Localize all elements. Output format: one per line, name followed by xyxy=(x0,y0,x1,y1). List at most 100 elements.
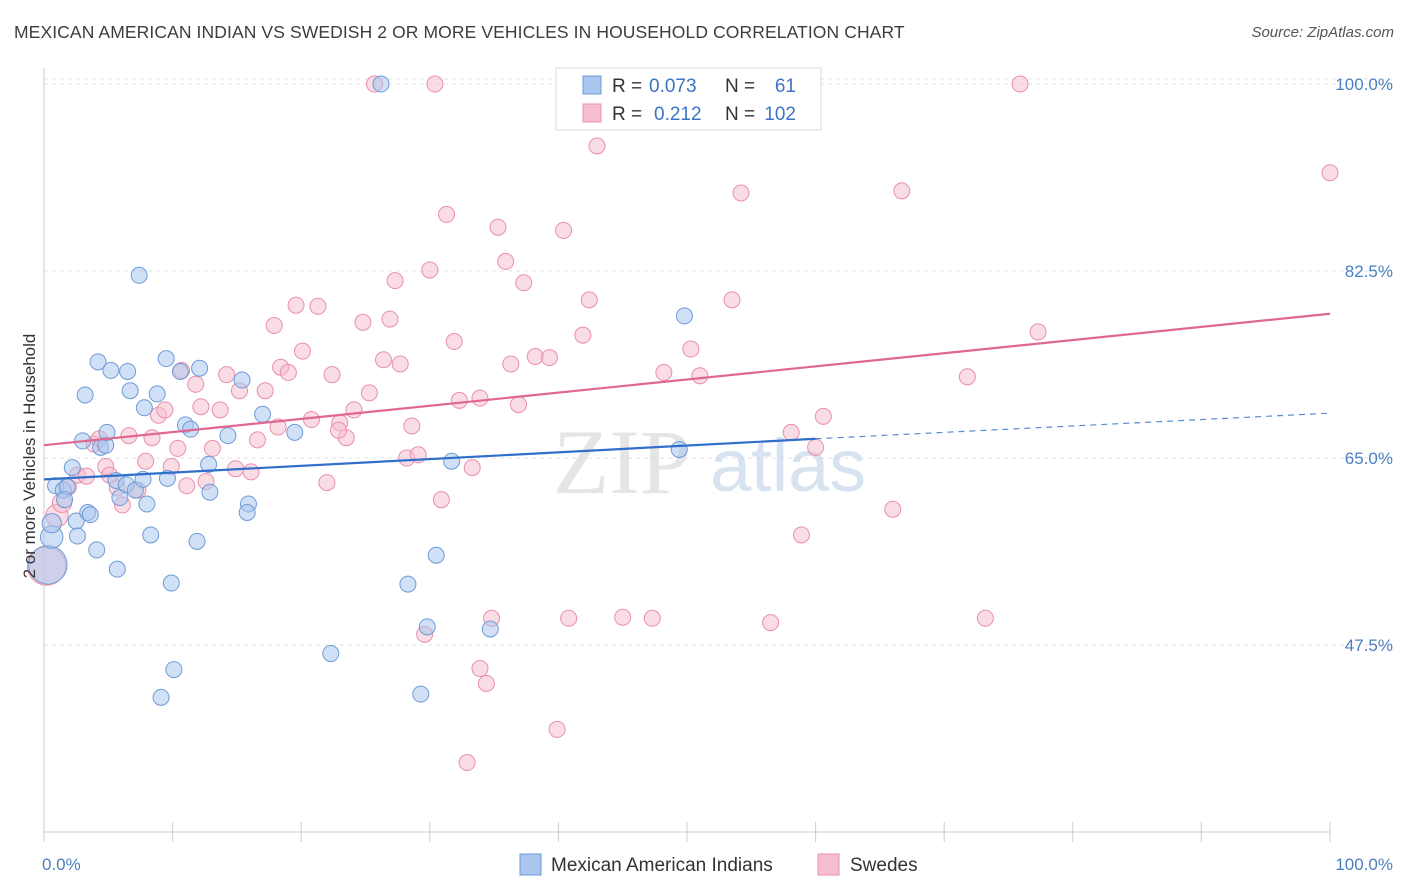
y-tick-label-3: 47.5% xyxy=(1345,636,1393,655)
watermark-zip: ZIP xyxy=(553,411,691,513)
mexican-american-indians-point-55 xyxy=(418,618,436,636)
legend-pink-r-value: 0.212 xyxy=(654,104,702,125)
mexican-american-indians-point-33 xyxy=(152,688,170,706)
swedes-point-78 xyxy=(580,291,598,309)
correlation-legend: R = 0.073 N = 61 R = 0.212 N = 102 xyxy=(555,67,822,131)
swedes-point-100 xyxy=(329,421,347,439)
swedes-point-89 xyxy=(792,526,810,544)
legend-pink-n-value: 102 xyxy=(764,104,796,125)
swedes-point-70 xyxy=(510,396,528,414)
mexican-american-indians-point-43 xyxy=(200,455,218,473)
swedes-point-23 xyxy=(192,398,210,416)
mexican-american-indians-point-18 xyxy=(98,423,116,441)
swedes-point-63 xyxy=(463,459,481,477)
mexican-american-indians-point-56 xyxy=(443,452,461,470)
mexican-american-indians-point-54 xyxy=(412,685,430,703)
trend-lines xyxy=(43,312,1331,481)
swedes-point-44 xyxy=(345,401,363,419)
mexican-american-indians-point-29 xyxy=(135,399,153,417)
mexican-american-indians-point-53 xyxy=(399,575,417,593)
swedes-point-65 xyxy=(477,674,495,692)
swedes-point-59 xyxy=(438,205,456,223)
y-axis-title: 2 or more Vehicles in Household xyxy=(20,334,39,579)
swedes-point-45 xyxy=(354,313,372,331)
mexican-american-indians-point-27 xyxy=(130,266,148,284)
mexican-american-indians-point-44 xyxy=(201,483,219,501)
swedes-point-92 xyxy=(893,182,911,200)
series-legend-blue-swatch xyxy=(519,853,542,876)
swedes-point-14 xyxy=(137,452,155,470)
mexican-american-indians-trend-extension xyxy=(815,412,1331,440)
swedes-point-41 xyxy=(323,366,341,384)
mexican-american-indians-point-30 xyxy=(138,495,156,513)
series-legend-pink-swatch xyxy=(817,853,840,876)
swedes-point-91 xyxy=(884,500,902,518)
swedes-point-75 xyxy=(555,221,573,239)
y-tick-label-0: 100.0% xyxy=(1335,75,1393,94)
mexican-american-indians-point-31 xyxy=(142,526,160,544)
swedes-point-37 xyxy=(293,342,311,360)
swedes-point-26 xyxy=(211,401,229,419)
swedes-point-60 xyxy=(445,333,463,351)
mexican-american-indians-point-57 xyxy=(481,620,499,638)
mexican-american-indians-point-49 xyxy=(254,405,272,423)
swedes-point-61 xyxy=(450,391,468,409)
swedes-point-88 xyxy=(782,423,800,441)
swedes-point-49 xyxy=(381,310,399,328)
legend-blue-r-label: R = xyxy=(612,76,642,97)
swedes-point-77 xyxy=(574,326,592,344)
swedes-point-32 xyxy=(256,382,274,400)
mexican-american-indians-point-32 xyxy=(148,385,166,403)
x-axis-ticks xyxy=(43,822,1331,842)
swedes-point-94 xyxy=(976,609,994,627)
swedes-point-30 xyxy=(242,463,260,481)
x-tick-label-1: 100.0% xyxy=(1335,855,1393,874)
swedes-point-19 xyxy=(169,439,187,457)
swedes-point-79 xyxy=(588,137,606,155)
legend-pink-n-label: N = xyxy=(725,104,755,125)
swedes-point-86 xyxy=(732,184,750,202)
mexican-american-indians-point-36 xyxy=(162,574,180,592)
swedes-point-87 xyxy=(762,614,780,632)
swedes-point-72 xyxy=(526,348,544,366)
swedes-point-27 xyxy=(218,366,236,384)
swedes-point-58 xyxy=(432,491,450,509)
swedes-point-40 xyxy=(318,474,336,492)
mexican-american-indians-point-37 xyxy=(165,661,183,679)
mexican-american-indians-point-46 xyxy=(233,371,251,389)
legend-blue-r-value: 0.073 xyxy=(649,76,697,97)
mexican-american-indians-point-48 xyxy=(238,504,256,522)
swedes-point-38 xyxy=(302,411,320,429)
swedes-point-101 xyxy=(269,418,287,436)
swedes-point-64 xyxy=(471,660,489,678)
swedes-point-33 xyxy=(265,317,283,335)
grid-lines xyxy=(44,78,1395,646)
swedes-point-90 xyxy=(814,407,832,425)
swedes-point-35 xyxy=(279,364,297,382)
mexican-american-indians-point-38 xyxy=(171,362,189,380)
mexican-american-indians-point-2 xyxy=(41,513,62,534)
swedes-point-36 xyxy=(287,296,305,314)
mexican-american-indians-point-45 xyxy=(219,427,237,445)
swedes-point-83 xyxy=(682,340,700,358)
x-axis-tick-labels: 0.0% 100.0% xyxy=(42,855,1393,874)
y-axis-tick-labels: 100.0% 82.5% 65.0% 47.5% xyxy=(1335,75,1393,655)
mexican-american-indians-point-6 xyxy=(56,491,74,509)
mexican-american-indians-point-19 xyxy=(102,361,120,379)
legend-pink-r-label: R = xyxy=(612,104,642,125)
swedes-point-82 xyxy=(655,364,673,382)
mexican-american-indians-trend-line xyxy=(43,437,816,481)
mexican-american-indians-point-35 xyxy=(158,469,176,487)
mexican-american-indians-point-9 xyxy=(68,527,86,545)
swedes-point-99 xyxy=(471,389,489,407)
mexican-american-indians-point-52 xyxy=(372,75,390,93)
mexican-american-indians-point-14 xyxy=(88,541,106,559)
mexican-american-indians-point-11 xyxy=(76,386,94,404)
series-legend-pink-label: Swedes xyxy=(850,855,918,876)
swedes-point-48 xyxy=(375,351,393,369)
swedes-point-81 xyxy=(643,609,661,627)
mexican-american-indians-point-34 xyxy=(157,350,175,368)
watermark: ZIP atlas xyxy=(553,411,866,513)
swedes-point-53 xyxy=(403,417,421,435)
